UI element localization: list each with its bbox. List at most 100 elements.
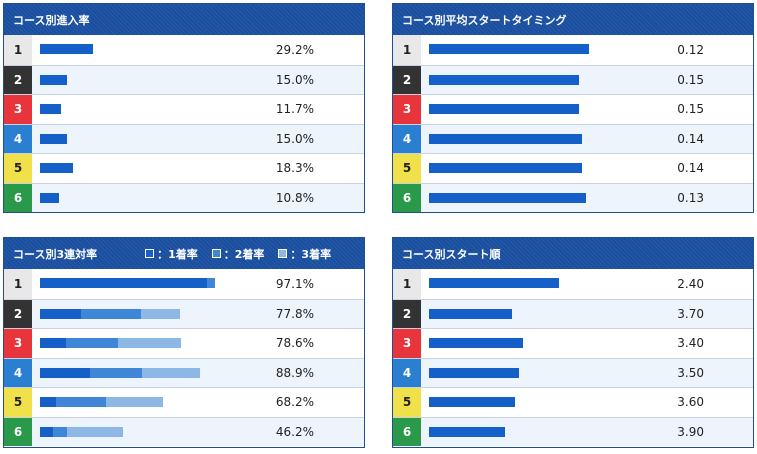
bar <box>429 278 559 288</box>
value-label: 46.2% <box>275 424 314 439</box>
top3-rate-rows: 1 97.1% 2 77.8% 3 78.6% 4 88.9% 5 68.2% 6 46.2% <box>4 269 364 446</box>
value-label: 88.9% <box>275 365 314 380</box>
bar <box>429 104 579 114</box>
bar-segment <box>40 74 67 85</box>
table-row: 3 78.6% <box>4 328 364 358</box>
bar-segment-2nd <box>80 308 141 319</box>
bar <box>40 44 93 54</box>
value-label: 0.13 <box>677 190 704 205</box>
bar <box>40 367 200 378</box>
bar-segment-1st <box>40 338 67 348</box>
value-label: 18.3% <box>275 161 314 176</box>
value-label: 3.70 <box>677 306 704 321</box>
lane-badge: 2 <box>393 299 421 328</box>
table-row: 4 3.50 <box>393 357 753 387</box>
lane-badge: 6 <box>393 417 421 446</box>
bar-segment-1st <box>40 397 57 407</box>
lane-badge: 6 <box>393 183 421 212</box>
bar-segment <box>429 278 559 288</box>
lane-badge: 1 <box>4 269 32 299</box>
table-row: 5 0.14 <box>393 153 753 183</box>
entry-rate-title: コース別進入率 <box>4 4 364 35</box>
avg-start-timing-title: コース別平均スタートタイミング <box>393 4 753 35</box>
bar <box>429 397 516 407</box>
table-row: 1 0.12 <box>393 35 753 65</box>
lane-badge: 5 <box>4 154 32 183</box>
bar-segment <box>40 163 73 173</box>
table-row: 3 3.40 <box>393 328 753 358</box>
legend-swatch-3rd <box>278 249 288 258</box>
bar <box>40 74 67 85</box>
bar <box>40 426 124 437</box>
table-row: 4 0.14 <box>393 123 753 153</box>
table-row: 5 3.60 <box>393 387 753 417</box>
lane-badge: 1 <box>393 35 421 65</box>
bar-segment <box>429 192 586 203</box>
bar-segment-2nd <box>52 426 67 437</box>
bar <box>40 133 67 144</box>
bar-segment <box>40 44 93 54</box>
bar <box>429 426 505 437</box>
bar-segment-1st <box>40 426 53 437</box>
table-row: 3 11.7% <box>4 94 364 124</box>
bar <box>40 192 60 203</box>
bar-segment-2nd <box>90 367 142 378</box>
bar-segment <box>429 104 579 114</box>
bar-segment <box>429 133 583 144</box>
bar-segment <box>429 308 512 319</box>
top3-rate-panel: コース別3連対率 ：1着率 ：2着率 ：3着率 1 97.1% 2 77.8% 3 78.… <box>3 237 365 448</box>
table-row: 2 77.8% <box>4 298 364 328</box>
value-label: 3.60 <box>677 395 704 410</box>
legend-item-2nd: ：2着率 <box>211 246 265 262</box>
table-row: 2 3.70 <box>393 298 753 328</box>
legend-label-3rd: ：3着率 <box>290 247 332 261</box>
bar <box>40 308 181 319</box>
entry-rate-rows: 1 29.2% 2 15.0% 3 11.7% 4 15.0% 5 18.3% 6 10.8% <box>4 35 364 212</box>
lane-badge: 3 <box>393 95 421 124</box>
value-label: 68.2% <box>275 395 314 410</box>
legend-item-1st: ：1着率 <box>145 246 198 262</box>
bar-segment <box>429 44 589 54</box>
legend-item-3rd: ：3着率 <box>278 246 331 262</box>
start-order-panel: コース別スタート順 1 2.40 2 3.70 3 3.40 4 3.50 5 3.60 6 3.90 <box>392 237 754 448</box>
bar-segment-3rd <box>66 426 124 437</box>
table-row: 6 3.90 <box>393 416 753 446</box>
lane-badge: 1 <box>393 269 421 299</box>
table-row: 1 97.1% <box>4 269 364 299</box>
bar-segment-3rd <box>140 308 181 319</box>
bar <box>429 74 579 85</box>
bar-segment-3rd <box>141 367 200 378</box>
lane-badge: 5 <box>393 388 421 417</box>
value-label: 0.14 <box>677 161 704 176</box>
table-row: 5 68.2% <box>4 387 364 417</box>
table-row: 4 88.9% <box>4 357 364 387</box>
lane-badge: 5 <box>4 388 32 417</box>
bar <box>429 367 519 378</box>
bar-segment <box>40 104 62 114</box>
bar-segment-2nd <box>66 338 119 348</box>
bar <box>40 104 62 114</box>
bar <box>40 338 182 348</box>
table-row: 2 15.0% <box>4 64 364 94</box>
avg-start-timing-rows: 1 0.12 2 0.15 3 0.15 4 0.14 5 0.14 6 0.13 <box>393 35 753 212</box>
table-row: 5 18.3% <box>4 153 364 183</box>
avg-start-timing-panel: コース別平均スタートタイミング 1 0.12 2 0.15 3 0.15 4 0.14 5 0.1… <box>392 3 754 213</box>
lane-badge: 2 <box>393 65 421 94</box>
bar <box>429 133 583 144</box>
lane-badge: 2 <box>4 299 32 328</box>
bar <box>429 192 586 203</box>
bar-segment-1st <box>40 278 208 288</box>
legend-label-2nd: ：2着率 <box>223 247 265 261</box>
value-label: 78.6% <box>275 336 314 351</box>
lane-badge: 5 <box>393 154 421 183</box>
bar-segment <box>429 163 583 173</box>
lane-badge: 4 <box>4 358 32 387</box>
value-label: 0.12 <box>677 42 704 57</box>
lane-badge: 4 <box>393 124 421 153</box>
value-label: 3.40 <box>677 336 704 351</box>
bar-segment <box>40 133 67 144</box>
top3-rate-title: コース別3連対率 <box>13 247 98 261</box>
table-row: 1 29.2% <box>4 35 364 65</box>
value-label: 0.14 <box>677 131 704 146</box>
table-row: 6 0.13 <box>393 182 753 212</box>
